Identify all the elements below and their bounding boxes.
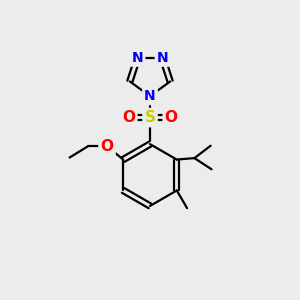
Text: S: S — [145, 110, 155, 125]
Text: N: N — [157, 51, 168, 65]
Text: O: O — [100, 139, 113, 154]
Text: N: N — [132, 51, 143, 65]
Text: O: O — [122, 110, 135, 125]
Text: N: N — [144, 89, 156, 103]
Text: O: O — [165, 110, 178, 125]
